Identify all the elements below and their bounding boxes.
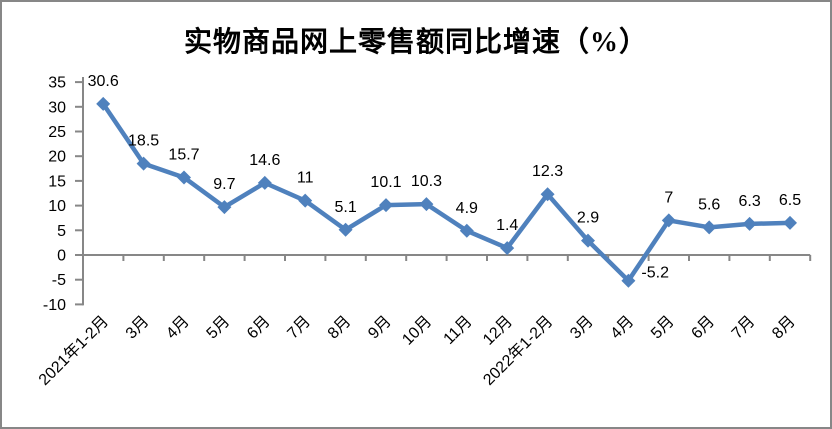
x-axis-label: 12月 — [480, 313, 516, 349]
data-point-marker — [419, 197, 434, 212]
x-axis-label: 9月 — [365, 313, 395, 343]
x-axis-label: 4月 — [608, 313, 638, 343]
data-label: 5.1 — [334, 199, 356, 216]
y-axis-label: 5 — [57, 223, 66, 240]
y-axis-label: 20 — [48, 149, 66, 166]
data-label: 12.3 — [532, 163, 563, 180]
data-point-marker — [742, 216, 757, 231]
y-axis-label: 25 — [48, 124, 66, 141]
y-axis-label: -10 — [43, 297, 66, 314]
data-point-marker — [702, 220, 717, 235]
data-label: -5.2 — [641, 265, 669, 282]
data-point-marker — [621, 273, 636, 288]
data-label: 9.7 — [213, 176, 235, 193]
data-label: 7 — [664, 189, 673, 206]
y-axis-label: 0 — [57, 248, 66, 265]
data-point-marker — [783, 215, 797, 230]
data-point-marker — [661, 213, 676, 228]
data-label: 30.6 — [88, 73, 119, 90]
y-axis-label: 10 — [48, 198, 66, 215]
y-axis-label: 30 — [48, 99, 66, 116]
data-point-marker — [500, 241, 515, 256]
data-label: 1.4 — [496, 217, 518, 234]
y-axis-label: -5 — [52, 272, 66, 289]
x-axis-label: 7月 — [729, 313, 759, 343]
data-point-marker — [177, 170, 191, 185]
x-axis-label: 3月 — [567, 313, 597, 343]
data-label: 10.1 — [370, 174, 401, 191]
x-axis-label: 4月 — [163, 313, 193, 343]
data-label: 6.3 — [738, 193, 760, 210]
data-point-marker — [217, 200, 232, 215]
series-line — [100, 101, 793, 283]
data-point-marker — [379, 198, 393, 213]
data-point-marker — [96, 96, 111, 111]
y-axis-label: 35 — [48, 75, 66, 92]
data-label: 2.9 — [577, 210, 599, 227]
data-point-marker — [136, 156, 151, 171]
data-label: 14.6 — [249, 152, 280, 169]
data-label: 11 — [297, 170, 314, 187]
x-axis-label: 7月 — [284, 313, 314, 343]
x-axis-label: 2021年1-2月 — [35, 312, 112, 389]
x-axis-label: 11月 — [441, 313, 476, 348]
x-axis-label: 8月 — [769, 313, 799, 343]
x-axis-label: 6月 — [688, 313, 718, 343]
x-axis-label: 2022年1-2月 — [480, 312, 557, 389]
data-point-marker — [459, 223, 474, 238]
chart-title: 实物商品网上零售额同比增速（%） — [183, 27, 648, 58]
data-label: 5.6 — [698, 196, 720, 213]
data-point-marker — [338, 222, 353, 237]
data-label: 6.5 — [779, 192, 801, 209]
data-label: 4.9 — [456, 200, 478, 217]
x-axis-label: 5月 — [204, 313, 234, 343]
x-axis-label: 6月 — [244, 313, 274, 343]
data-point-marker — [540, 187, 555, 202]
x-axis-label: 5月 — [648, 313, 678, 343]
x-axis-label: 10月 — [399, 313, 435, 349]
x-axis-label: 8月 — [325, 313, 355, 343]
data-label: 10.3 — [411, 173, 442, 190]
data-point-marker — [257, 175, 272, 190]
x-axis-label: 3月 — [123, 313, 153, 343]
y-axis-label: 15 — [48, 173, 66, 190]
data-label: 18.5 — [128, 133, 159, 150]
data-point-marker — [581, 233, 595, 248]
data-point-marker — [298, 193, 313, 208]
data-label: 15.7 — [168, 146, 199, 163]
